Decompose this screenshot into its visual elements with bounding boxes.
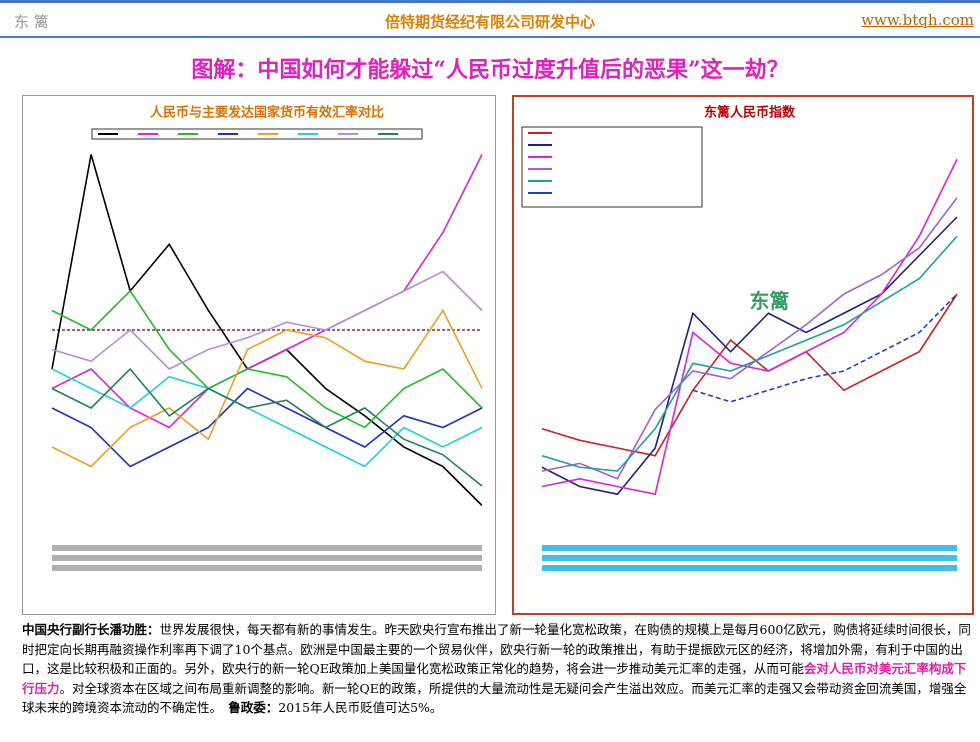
date-strip [542,545,957,551]
date-strip [542,555,957,561]
series-line [51,154,483,429]
series-line [541,293,958,457]
date-strip [542,565,957,571]
body-text: 中国央行副行长潘功胜：世界发展很快，每天都有新的事情发生。昨天欧央行宣布推出了新… [22,620,972,718]
date-strip [52,565,482,571]
chart-title: 人民币与主要发达国家货币有效汇率对比 [150,105,384,121]
header-right[interactable]: www.btqh.com [861,11,974,29]
text-segment: 2015年人民币贬值可达5%。 [278,700,443,715]
legend-box [91,128,423,140]
frame [22,95,496,615]
text-segment: 中国央行副行长潘功胜： [22,622,160,637]
text-segment: 世界发展很快，每天都有新的事情发生。昨天欧央行宣布推出了新一轮量化宽松政策，在购… [22,622,971,676]
series-line [541,197,958,480]
series-line [692,293,958,403]
series-line [541,216,958,496]
series-line [541,235,958,472]
text-segment: 。对全球资本在区域之间布局重新调整的影响。新一轮QE的政策，所提供的大量流动性是… [22,680,967,716]
legend-box [521,126,703,208]
text-segment: 会对人民币对美元汇率构成下行压力 [22,661,967,696]
date-strip [52,545,482,551]
header-center: 倍特期货经纪有限公司研发中心 [384,13,595,31]
header-left: 东 篱 [14,13,49,31]
title: 图解：中国如何才能躲过“人民币过度升值后的恶果”这一劫？ [191,57,789,83]
text-segment: 鲁政委： [215,700,279,715]
series-line [51,270,483,370]
series-line [51,387,483,468]
series-line [51,367,483,487]
date-strip [52,555,482,561]
series-line [51,308,483,468]
chart-title: 东篱人民币指数 [704,105,796,121]
chart-left: 人民币与主要发达国家货币有效汇率对比 [22,95,496,615]
series-line [51,368,483,468]
header: 东 篱 倍特期货经纪有限公司研发中心 www.btqh.com [0,0,980,38]
watermark: 东篱 [750,289,790,313]
series-line [51,289,483,429]
series-line [541,158,958,496]
